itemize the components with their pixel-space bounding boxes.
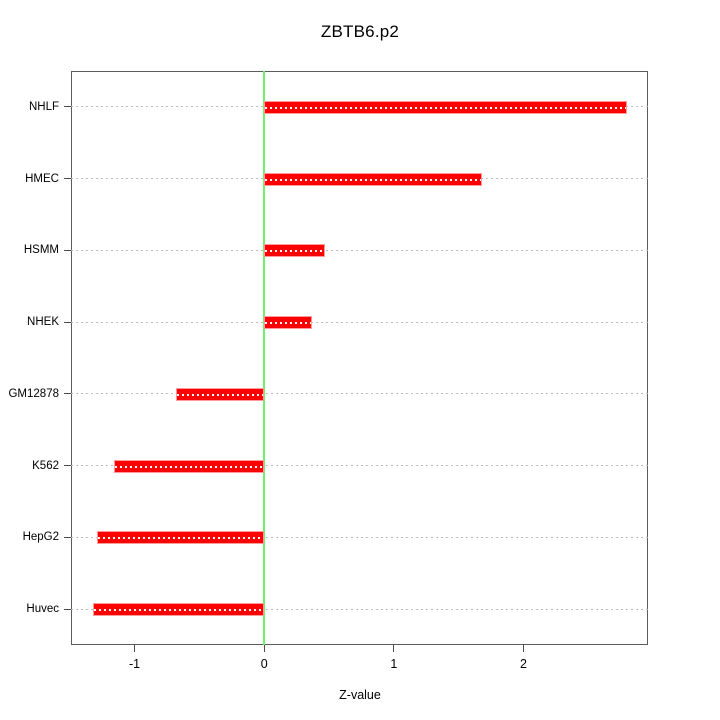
zero-reference-line <box>263 71 266 645</box>
y-axis-label-nhlf: NHLF <box>28 100 59 113</box>
y-axis-tick <box>64 322 71 323</box>
y-axis-label-hepg2: HepG2 <box>22 531 59 544</box>
x-axis-tick <box>523 645 524 652</box>
gridline <box>71 322 648 323</box>
y-axis-tick <box>64 393 71 394</box>
gridline <box>71 465 648 466</box>
gridline <box>71 609 648 610</box>
gridline <box>71 393 648 394</box>
bar-hepg2 <box>96 531 265 545</box>
x-axis-tick <box>393 645 394 652</box>
y-axis-tick <box>64 250 71 251</box>
x-axis-tick <box>264 645 265 652</box>
chart-title: ZBTB6.p2 <box>320 22 400 41</box>
bar-hmec <box>264 172 483 186</box>
bar-huvec <box>93 603 265 617</box>
y-axis-label-huvec: Huvec <box>26 603 59 616</box>
x-axis-tick-label: 2 <box>520 657 527 671</box>
x-axis-tick-label: 0 <box>260 657 268 671</box>
x-axis-title: Z-value <box>339 688 381 702</box>
y-axis-label-nhek: NHEK <box>27 316 59 329</box>
plot-area <box>71 71 648 645</box>
y-axis-tick <box>64 178 71 179</box>
y-axis-tick <box>64 609 71 610</box>
x-axis-tick-label: 1 <box>390 657 398 671</box>
y-axis-tick <box>64 537 71 538</box>
bar-gm12878 <box>176 387 265 401</box>
bar-k562 <box>113 459 265 473</box>
y-axis-label-k562: K562 <box>32 459 59 472</box>
x-axis-tick-label: -1 <box>128 657 141 671</box>
y-axis-label-hsmm: HSMM <box>23 244 59 257</box>
bar-hsmm <box>264 244 326 258</box>
plot-frame <box>71 71 648 645</box>
bar-nhlf <box>264 100 628 114</box>
gridline <box>71 250 648 251</box>
x-axis-tick <box>134 645 135 652</box>
y-axis-tick <box>64 106 71 107</box>
bar-nhek <box>264 316 313 330</box>
y-axis-label-hmec: HMEC <box>25 172 59 185</box>
y-axis-label-gm12878: GM12878 <box>8 387 59 400</box>
y-axis-tick <box>64 465 71 466</box>
gridline <box>71 537 648 538</box>
